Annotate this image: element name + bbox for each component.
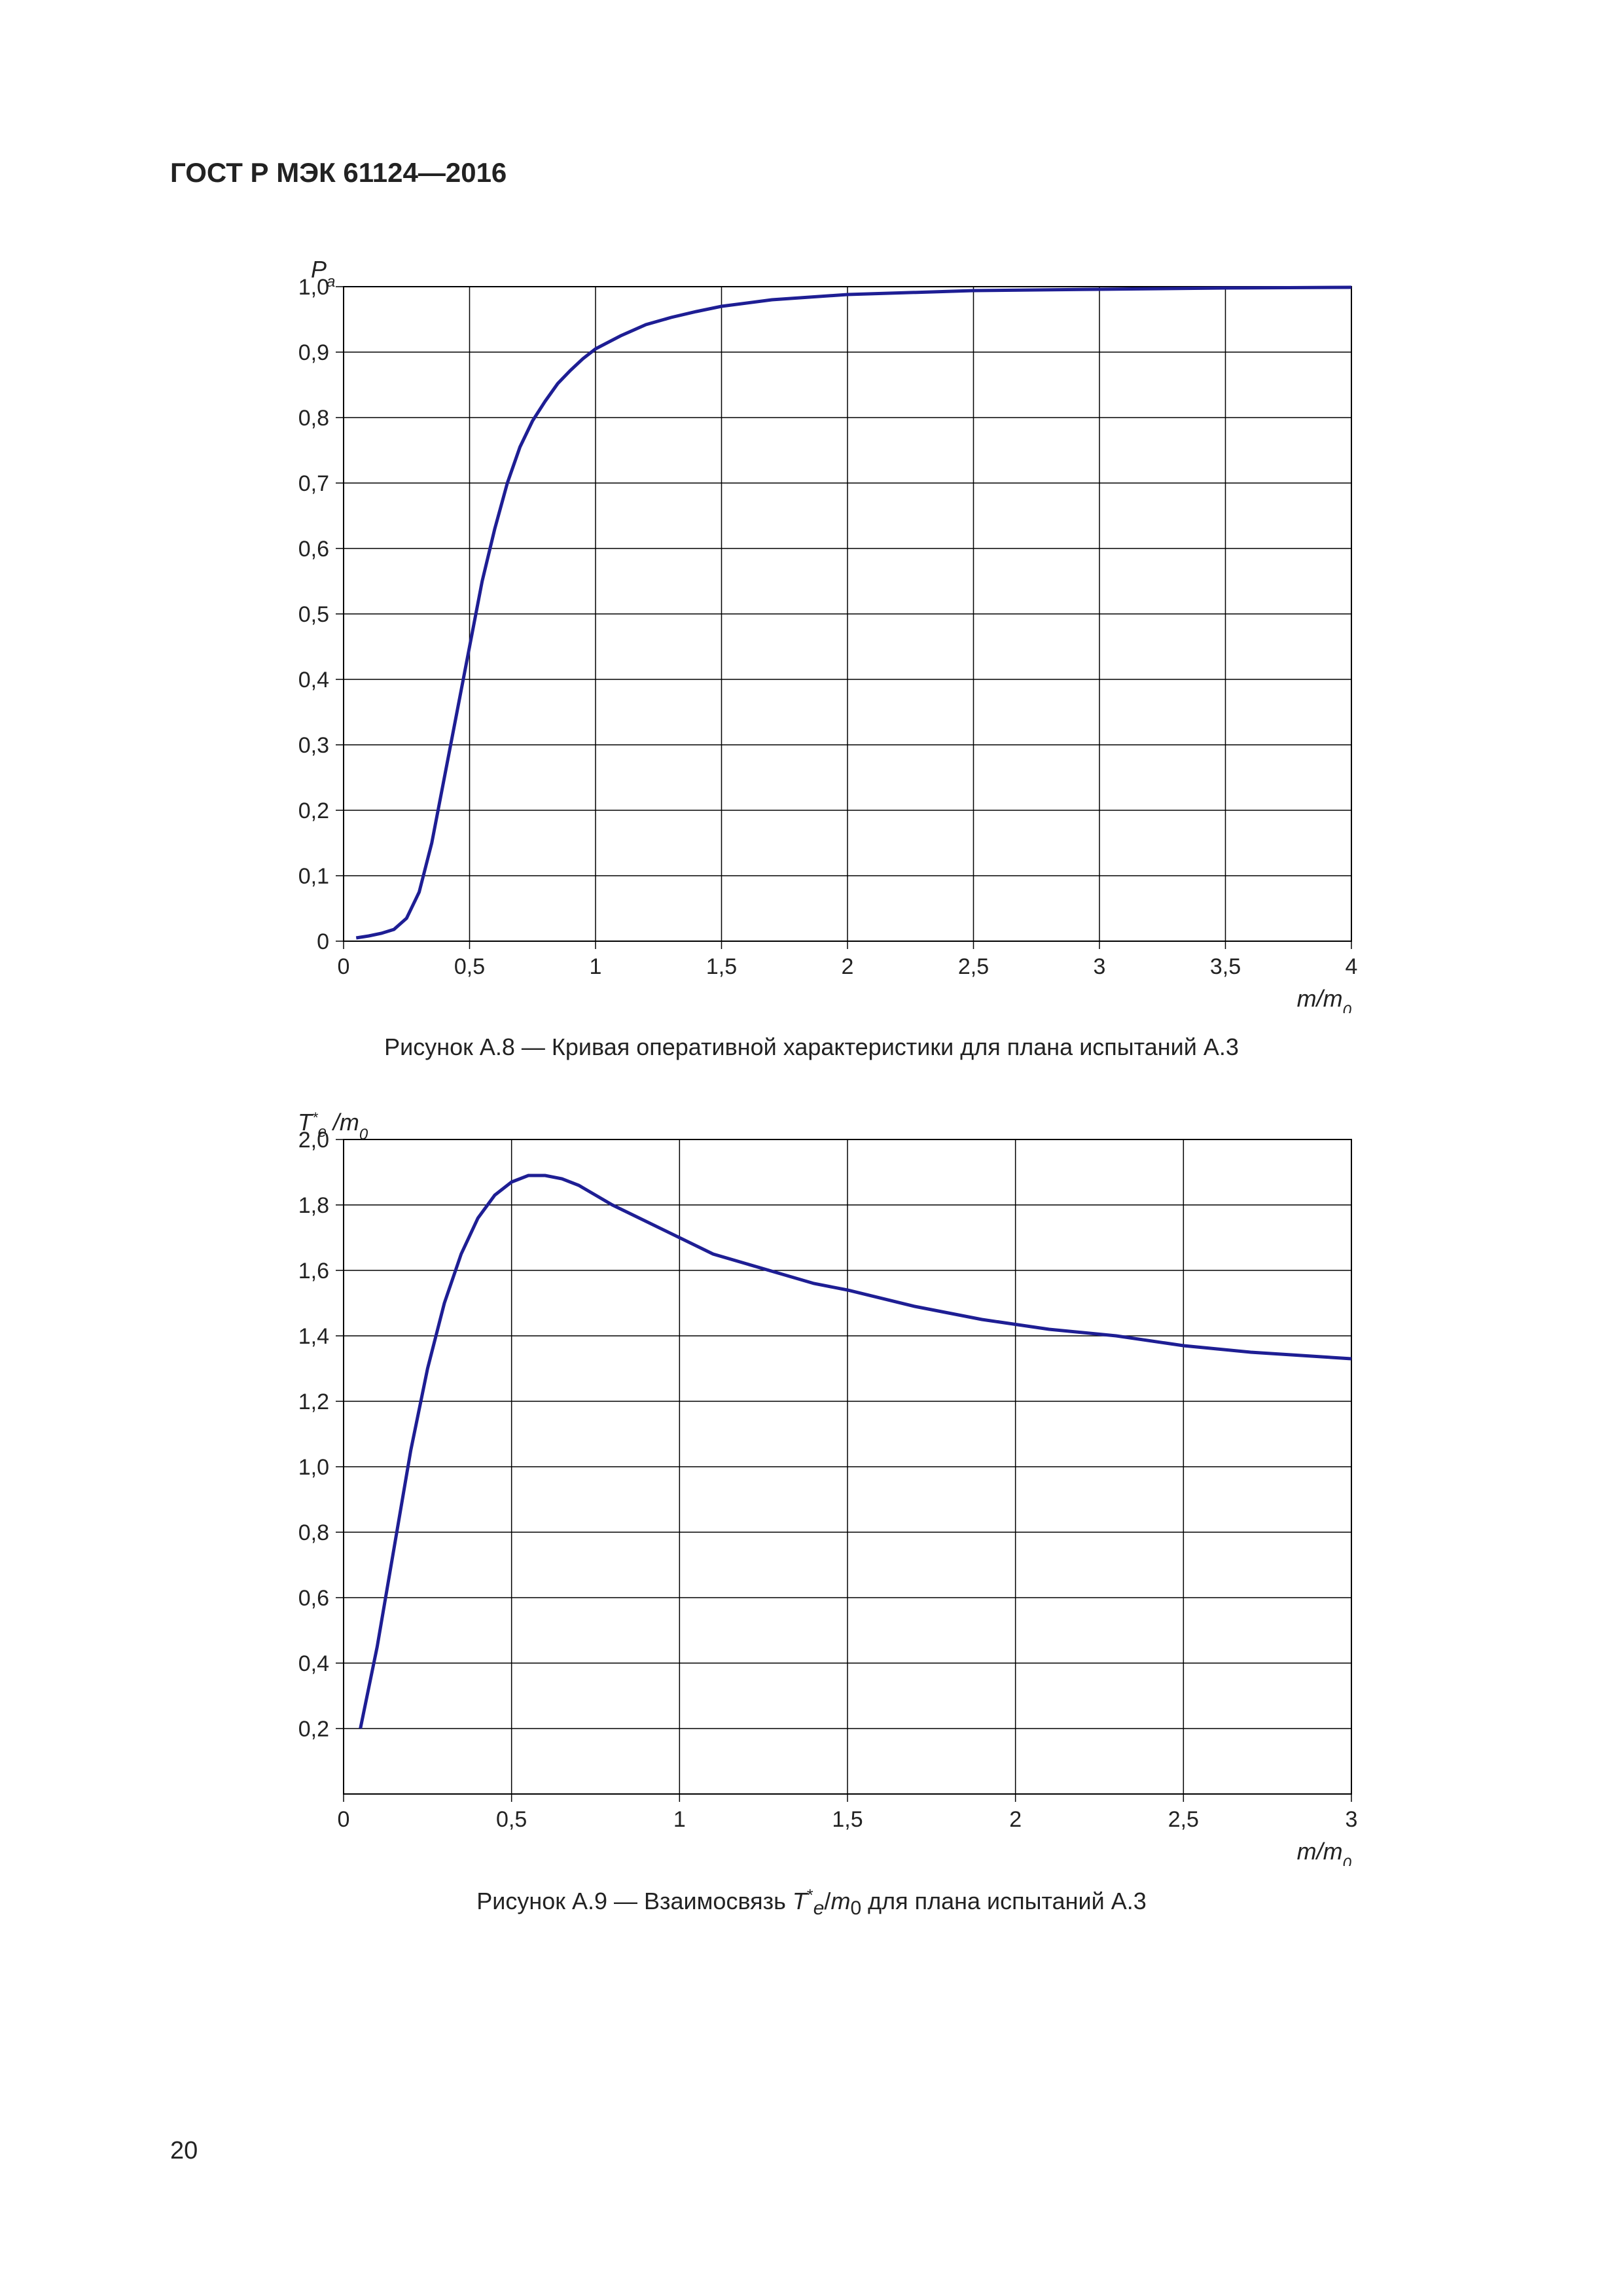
chart-a8-block: 0 0,5 1 1,5 2 2,5 3 3,5 4 0 0,1 0,2 0,3 0,4 0,5 0,6 0,7 0… [170, 254, 1453, 1061]
chart-a9: 0 0,5 1 1,5 2 2,5 3 0,2 0,4 0,6 0,8 1,0 1,2 1,4 1,6 1,8… [252, 1107, 1371, 1869]
svg-text:0,2: 0,2 [298, 798, 329, 823]
svg-text:1,5: 1,5 [832, 1807, 863, 1832]
svg-text:4: 4 [1346, 954, 1358, 979]
svg-text:0,6: 0,6 [298, 1586, 329, 1611]
chart-a8-caption: Рисунок А.8 — Кривая оперативной характе… [170, 1033, 1453, 1061]
svg-text:1,0: 1,0 [298, 1455, 329, 1480]
svg-text:0,8: 0,8 [298, 1520, 329, 1545]
svg-text:2: 2 [1009, 1807, 1022, 1832]
svg-text:m/m0: m/m0 [1297, 1838, 1352, 1866]
svg-text:1: 1 [590, 954, 602, 979]
svg-text:0,1: 0,1 [298, 864, 329, 889]
svg-text:0,4: 0,4 [298, 668, 329, 692]
svg-text:0,5: 0,5 [496, 1807, 527, 1832]
svg-text:2: 2 [842, 954, 854, 979]
chart-a9-svg: 0 0,5 1 1,5 2 2,5 3 0,2 0,4 0,6 0,8 1,0 1,2 1,4 1,6 1,8… [252, 1107, 1371, 1866]
svg-text:m/m0: m/m0 [1297, 985, 1352, 1013]
svg-text:0,4: 0,4 [298, 1651, 329, 1676]
svg-text:0,7: 0,7 [298, 471, 329, 496]
svg-text:1,5: 1,5 [706, 954, 737, 979]
svg-text:0,5: 0,5 [454, 954, 485, 979]
svg-text:0,8: 0,8 [298, 406, 329, 431]
svg-text:1,8: 1,8 [298, 1193, 329, 1218]
document-page: ГОСТ Р МЭК 61124—2016 00,511,522,533,540… [0, 0, 1623, 2296]
svg-text:1,4: 1,4 [298, 1324, 329, 1349]
svg-text:1,6: 1,6 [298, 1259, 329, 1283]
svg-text:0: 0 [338, 954, 350, 979]
document-header: ГОСТ Р МЭК 61124—2016 [170, 157, 1453, 188]
svg-text:0,3: 0,3 [298, 733, 329, 758]
chart-a9-caption: Рисунок А.9 — Взаимосвязь T*e/m0 для пла… [170, 1886, 1453, 1920]
svg-text:2,5: 2,5 [958, 954, 989, 979]
svg-text:3,5: 3,5 [1210, 954, 1241, 979]
svg-text:0,5: 0,5 [298, 602, 329, 627]
page-number: 20 [170, 2137, 198, 2165]
svg-text:0,6: 0,6 [298, 537, 329, 562]
svg-text:2,5: 2,5 [1168, 1807, 1199, 1832]
svg-text:0,2: 0,2 [298, 1717, 329, 1742]
svg-text:0: 0 [317, 929, 329, 954]
svg-text:3: 3 [1094, 954, 1106, 979]
svg-text:3: 3 [1346, 1807, 1358, 1832]
caption-suffix: для плана испытаний А.3 [861, 1888, 1147, 1914]
svg-text:0: 0 [338, 1807, 350, 1832]
chart-a8-svg: 0 0,5 1 1,5 2 2,5 3 3,5 4 0 0,1 0,2 0,3 0,4 0,5 0,6 0,7 0… [252, 254, 1371, 1013]
chart-a9-block: 0 0,5 1 1,5 2 2,5 3 0,2 0,4 0,6 0,8 1,0 1,2 1,4 1,6 1,8… [170, 1107, 1453, 1920]
svg-text:0,9: 0,9 [298, 340, 329, 365]
svg-text:1: 1 [673, 1807, 686, 1832]
chart-a8: 0 0,5 1 1,5 2 2,5 3 3,5 4 0 0,1 0,2 0,3 0,4 0,5 0,6 0,7 0… [252, 254, 1371, 1016]
svg-text:1,2: 1,2 [298, 1390, 329, 1414]
caption-prefix: Рисунок А.9 — Взаимосвязь [476, 1888, 793, 1914]
